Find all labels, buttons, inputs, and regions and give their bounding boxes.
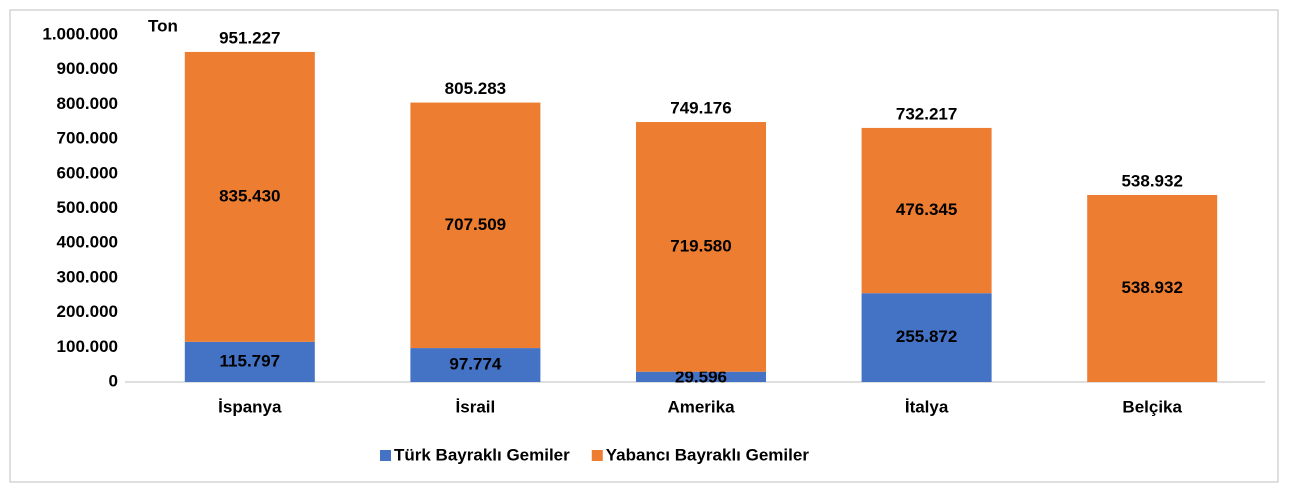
- x-tick-label: İsrail: [456, 397, 496, 416]
- legend-label: Yabancı Bayraklı Gemiler: [606, 445, 810, 464]
- y-tick-label: 900.000: [57, 59, 118, 78]
- x-tick-label: Belçika: [1122, 397, 1182, 416]
- data-label: 97.774: [449, 355, 502, 374]
- data-label: 538.932: [1121, 278, 1182, 297]
- y-tick-label: 800.000: [57, 94, 118, 113]
- y-tick-label: 400.000: [57, 233, 118, 252]
- data-label: 255.872: [896, 327, 957, 346]
- y-axis-label: Ton: [148, 16, 178, 35]
- x-tick-label: İspanya: [218, 397, 282, 416]
- total-label: 951.227: [219, 28, 280, 47]
- y-tick-label: 300.000: [57, 267, 118, 286]
- bar-segment: [184, 341, 315, 382]
- legend-swatch: [591, 450, 603, 461]
- x-tick-label: Amerika: [667, 397, 735, 416]
- total-label: 538.932: [1121, 171, 1182, 190]
- x-tick-label: İtalya: [905, 397, 949, 416]
- total-label: 805.283: [445, 79, 506, 98]
- y-tick-label: 700.000: [57, 129, 118, 148]
- y-tick-label: 500.000: [57, 198, 118, 217]
- legend-swatch: [380, 450, 391, 461]
- y-tick-label: 1.000.000: [42, 24, 118, 43]
- data-label: 29.596: [675, 367, 727, 386]
- data-label: 476.345: [896, 200, 957, 219]
- bar-segment: [861, 293, 992, 382]
- y-tick-label: 600.000: [57, 163, 118, 182]
- data-label: 719.580: [670, 236, 731, 255]
- data-label: 115.797: [220, 351, 281, 370]
- total-label: 732.217: [896, 104, 957, 123]
- data-label: 835.430: [219, 186, 280, 205]
- bar-segment: [636, 122, 766, 372]
- y-tick-label: 100.000: [57, 337, 118, 356]
- total-label: 749.176: [670, 99, 731, 118]
- legend-label: Türk Bayraklı Gemiler: [394, 445, 570, 464]
- bar-segment: [1087, 194, 1218, 382]
- y-tick-label: 0: [109, 371, 118, 390]
- bar-segment: [410, 348, 541, 382]
- bar-segment: [410, 102, 541, 349]
- bar-segment: [636, 371, 766, 382]
- y-tick-label: 200.000: [57, 302, 118, 321]
- bar-segment: [861, 127, 992, 294]
- data-label: 707.509: [445, 215, 506, 234]
- bar-segment: [184, 51, 315, 342]
